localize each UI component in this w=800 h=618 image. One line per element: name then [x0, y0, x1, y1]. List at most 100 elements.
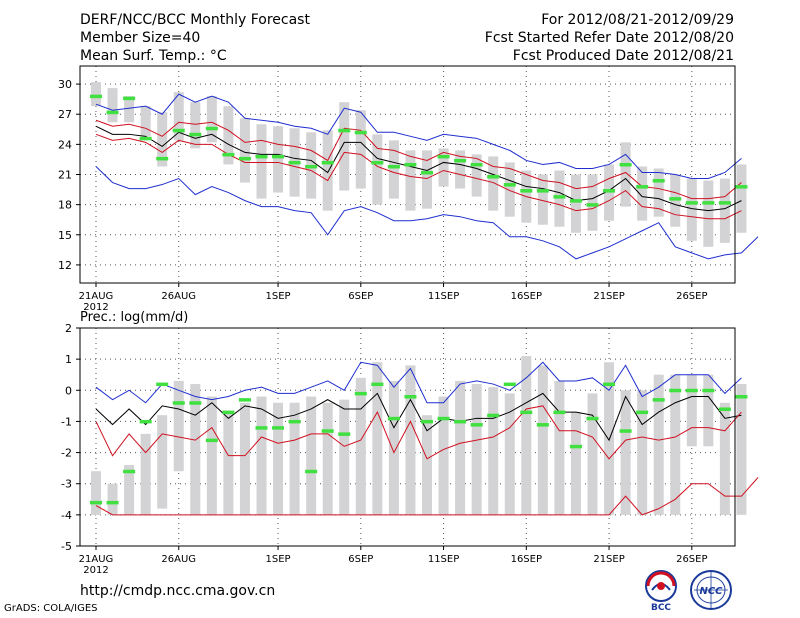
y-tick-label: 2: [65, 322, 72, 335]
spread-bar: [339, 399, 350, 515]
median-marker: [603, 382, 616, 387]
median-marker: [205, 438, 218, 443]
x-tick-label: 26SEP: [676, 291, 707, 302]
spread-bar: [637, 390, 648, 515]
member-size-label: Member Size=40: [80, 30, 201, 46]
y-tick-label: -3: [61, 478, 72, 491]
series-line: [95, 125, 742, 212]
spread-bar: [256, 396, 267, 515]
source-url[interactable]: http://cmdp.ncc.cma.gov.cn: [80, 583, 276, 599]
spread-bar: [239, 402, 250, 515]
median-marker: [421, 170, 433, 175]
spread-bar: [570, 412, 581, 515]
x-tick-label: 26AUG: [161, 554, 196, 565]
spread-bar: [670, 174, 681, 227]
spread-bar: [471, 384, 482, 515]
plot-frame: [79, 327, 736, 547]
spread-bar: [471, 154, 482, 197]
y-tick-label: 12: [58, 259, 72, 272]
spread-bar: [140, 433, 151, 515]
spread-bar: [620, 390, 631, 515]
spread-bar: [372, 134, 383, 205]
spread-bar: [372, 362, 383, 515]
median-marker: [685, 388, 698, 393]
spread-bar: [703, 374, 714, 447]
panel-subtitle: Prec.: log(mm/d): [80, 310, 188, 325]
median-marker: [238, 156, 251, 161]
spread-bar: [124, 96, 135, 123]
spread-bar: [190, 102, 201, 149]
x-tick-label: 16SEP: [511, 554, 542, 565]
x-tick-label: 21SEP: [593, 554, 624, 565]
x-tick-label-year: 2012: [83, 302, 108, 313]
spread-bar: [686, 178, 697, 241]
median-marker: [437, 154, 450, 159]
forecast-started-date: Fcst Started Refer Date 2012/08/20: [484, 30, 734, 46]
median-marker: [569, 199, 582, 203]
median-marker: [487, 413, 500, 418]
spread-bar: [223, 412, 234, 515]
median-marker: [520, 189, 533, 193]
spread-bar: [587, 174, 598, 231]
y-tick-label: -5: [61, 540, 72, 553]
y-tick-label: 27: [58, 108, 72, 121]
median-marker: [685, 201, 698, 205]
median-marker: [338, 128, 351, 133]
grads-credit: GrADS: COLA/IGES: [4, 603, 98, 614]
median-marker: [536, 423, 549, 427]
median-marker: [718, 407, 731, 411]
x-tick-label: 26AUG: [161, 291, 196, 302]
spread-bar: [736, 164, 747, 233]
x-tick-label: 11SEP: [428, 554, 459, 565]
forecast-produced-date: Fcst Produced Date 2012/08/21: [512, 48, 734, 64]
median-marker: [354, 391, 367, 396]
median-marker: [454, 419, 467, 424]
spread-bar: [273, 402, 284, 515]
spread-bar: [173, 380, 184, 472]
x-tick-label: 6SEP: [348, 291, 373, 302]
y-tick-label: 30: [58, 78, 72, 91]
chart-title: DERF/NCC/BCC Monthly Forecast: [80, 12, 310, 28]
y-tick-label: -1: [61, 415, 72, 428]
median-marker: [321, 429, 334, 433]
y-tick-label: 18: [58, 199, 72, 212]
series-line: [95, 392, 742, 442]
spread-bar: [157, 415, 168, 509]
series-line: [95, 166, 759, 260]
median-marker: [503, 382, 516, 387]
spread-bar: [587, 393, 598, 515]
median-marker: [338, 432, 351, 436]
median-marker: [123, 96, 136, 101]
spread-bar: [554, 380, 565, 515]
median-marker: [404, 395, 417, 399]
x-tick-label: 1SEP: [266, 291, 291, 302]
median-marker: [222, 410, 235, 415]
median-marker: [702, 388, 715, 393]
median-marker: [636, 410, 649, 415]
spread-bar: [339, 102, 350, 191]
x-tick-label: 1SEP: [266, 554, 291, 565]
median-marker: [569, 444, 582, 449]
median-marker: [586, 416, 599, 421]
x-tick-label: 21AUG: [79, 291, 114, 302]
series-line: [95, 477, 759, 516]
median-marker: [222, 152, 235, 157]
median-marker: [238, 398, 251, 402]
spread-bar: [653, 374, 664, 515]
plot-frame: [79, 65, 736, 284]
median-marker: [437, 416, 450, 421]
variable-label: Mean Surf. Temp.: °C: [80, 48, 227, 64]
y-tick-label: 15: [58, 229, 72, 242]
spread-bar: [157, 112, 168, 167]
spread-bar: [388, 380, 399, 515]
spread-bar: [686, 374, 697, 447]
median-marker: [156, 382, 169, 387]
spread-bar: [670, 374, 681, 515]
spread-bar: [504, 393, 515, 515]
median-marker: [172, 128, 185, 133]
median-marker: [702, 201, 715, 205]
median-marker: [139, 136, 152, 141]
median-marker: [487, 175, 500, 179]
spread-bar: [405, 365, 416, 515]
